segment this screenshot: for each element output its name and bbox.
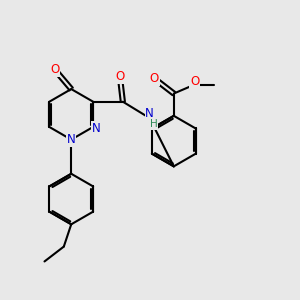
- Text: O: O: [190, 75, 199, 88]
- Text: O: O: [150, 72, 159, 85]
- Text: N: N: [67, 133, 76, 146]
- Text: N: N: [92, 122, 100, 135]
- Text: N: N: [145, 107, 154, 120]
- Text: H: H: [150, 119, 157, 129]
- Text: O: O: [50, 63, 59, 76]
- Text: O: O: [115, 70, 124, 83]
